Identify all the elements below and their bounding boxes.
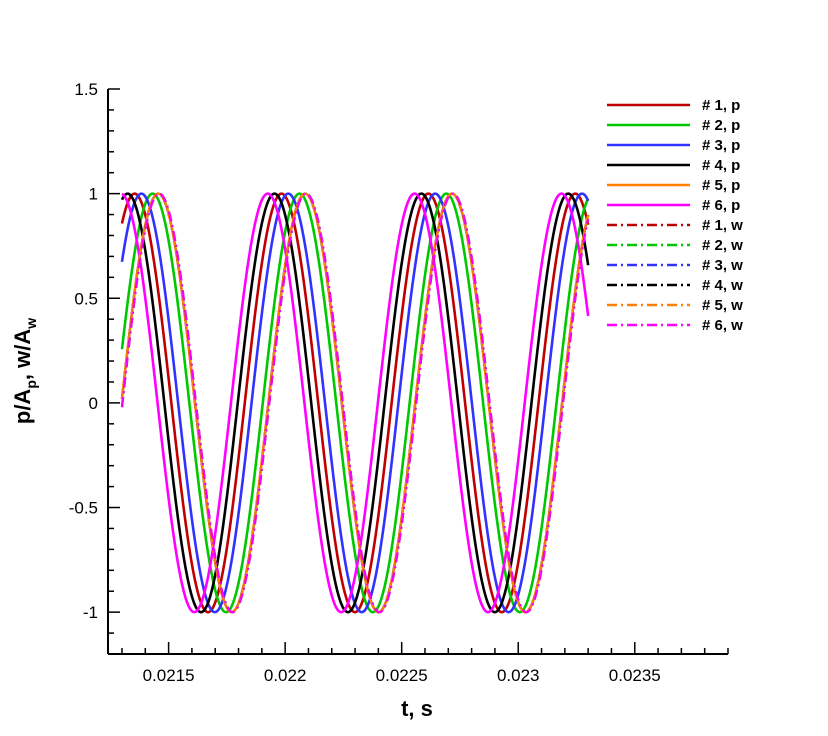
legend-label: # 1, p: [702, 97, 740, 114]
legend-label: # 6, w: [702, 317, 743, 334]
x-tick-label: 0.023: [497, 666, 540, 685]
axes: 0.0215 0.022 0.0225 0.023 0.0235 -1 -0.5 0 0.5 1…: [69, 80, 729, 685]
x-tick-label: 0.0215: [143, 666, 195, 685]
x-axis-title: t, s: [401, 696, 433, 721]
legend-label: # 3, p: [702, 137, 740, 154]
legend-label: # 2, p: [702, 117, 740, 134]
y-tick-label: -0.5: [69, 499, 98, 518]
y-tick-label: 0: [89, 394, 98, 413]
y-axis-title-p-subscript: p: [23, 380, 39, 389]
y-tick-label: 0.5: [74, 289, 98, 308]
series-lines: [120, 192, 590, 614]
y-tick-label: 1.5: [74, 80, 98, 99]
x-tick-label: 0.0225: [376, 666, 428, 685]
y-axis-title-p: p/A: [10, 389, 35, 425]
series-line: [121, 192, 590, 614]
series-line: [120, 192, 590, 614]
y-tick-label: -1: [83, 603, 98, 622]
series-line: [120, 192, 590, 614]
y-axis-title-w-subscript: w: [23, 318, 39, 330]
legend-label: # 4, p: [702, 157, 740, 174]
legend-label: # 2, w: [702, 237, 743, 254]
legend-label: # 4, w: [702, 277, 743, 294]
y-tick-label: 1: [89, 185, 98, 204]
x-ticks: 0.0215 0.022 0.0225 0.023 0.0235: [121, 642, 729, 685]
legend-label: # 5, w: [702, 297, 743, 314]
x-tick-label: 0.022: [264, 666, 307, 685]
y-ticks: -1 -0.5 0 0.5 1 1.5: [69, 80, 120, 655]
legend: # 1, p # 2, p # 3, p # 4, p # 5, p # 6, p # 1,…: [607, 97, 743, 334]
legend-label: # 3, w: [702, 257, 743, 274]
y-axis-title: p/Ap, w/Aw: [10, 318, 39, 424]
x-tick-label: 0.0235: [609, 666, 661, 685]
legend-label: # 6, p: [702, 197, 740, 214]
legend-label: # 1, w: [702, 217, 743, 234]
y-axis-title-sep: , w/A: [10, 329, 35, 380]
legend-label: # 5, p: [702, 177, 740, 194]
